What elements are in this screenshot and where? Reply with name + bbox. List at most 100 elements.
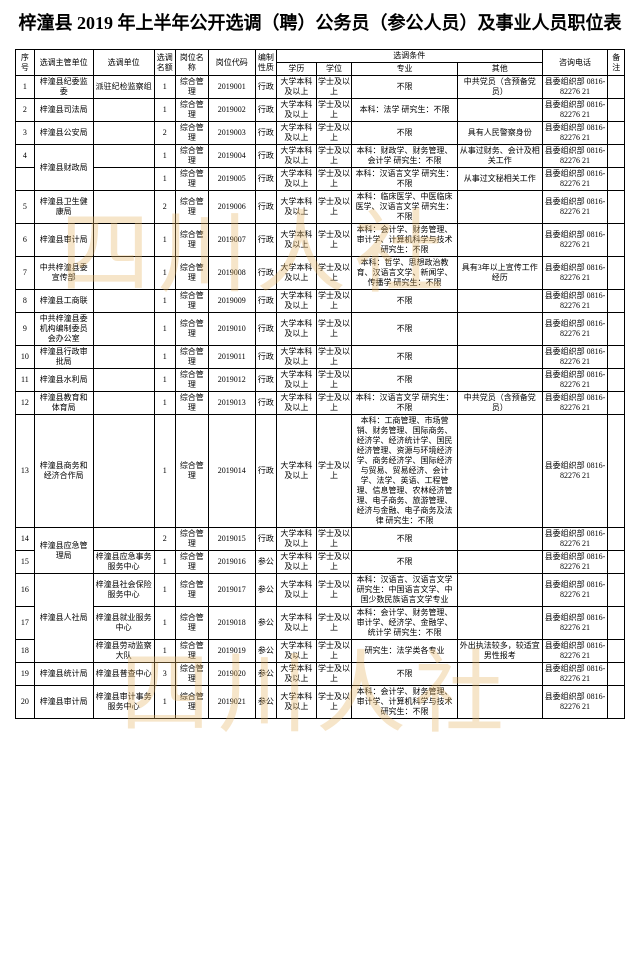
table-cell: 大学本科及以上	[276, 686, 316, 719]
table-cell: 学士及以上	[316, 574, 351, 607]
table-cell: 综合管理	[175, 145, 208, 168]
table-cell: 县委组织部 0816-82276 21	[542, 290, 608, 313]
table-cell: 12	[16, 392, 35, 415]
table-cell: 综合管理	[175, 528, 208, 551]
th-deg: 学位	[316, 63, 351, 76]
table-cell: 15	[16, 551, 35, 574]
table-row: 12梓潼县教育和体育局1综合管理2019013行政大学本科及以上学士及以上本科：…	[16, 392, 625, 415]
table-row: 14梓潼县应急管理局2综合管理2019015行政大学本科及以上学士及以上不限县委…	[16, 528, 625, 551]
table-cell: 学士及以上	[316, 313, 351, 346]
table-cell: 本科：临床医学、中医临床医学、汉语言文学 研究生：不限	[352, 191, 458, 224]
table-cell: 综合管理	[175, 392, 208, 415]
table-cell: 梓潼县卫生健康局	[34, 191, 93, 224]
table-cell: 中共梓潼县委机构编制委员会办公室	[34, 313, 93, 346]
table-cell: 18	[16, 640, 35, 663]
table-cell: 9	[16, 313, 35, 346]
table-cell	[608, 145, 625, 168]
table-row: 20梓潼县审计局梓潼县审计事务服务中心1综合管理2019021参公大学本科及以上…	[16, 686, 625, 719]
table-cell: 梓潼县人社局	[34, 574, 93, 663]
table-cell: 2019005	[208, 168, 255, 191]
table-cell: 行政	[255, 191, 276, 224]
table-cell: 2019016	[208, 551, 255, 574]
table-cell: 行政	[255, 415, 276, 528]
table-cell: 综合管理	[175, 663, 208, 686]
table-row: 16梓潼县人社局梓潼县社会保险服务中心1综合管理2019017参公大学本科及以上…	[16, 574, 625, 607]
table-cell: 学士及以上	[316, 392, 351, 415]
table-cell: 行政	[255, 346, 276, 369]
table-cell: 大学本科及以上	[276, 607, 316, 640]
th-num: 选调名额	[154, 50, 175, 76]
table-cell: 19	[16, 663, 35, 686]
table-row: 19梓潼县统计局梓潼县普查中心3综合管理2019020参公大学本科及以上学士及以…	[16, 663, 625, 686]
table-cell: 1	[154, 224, 175, 257]
table-cell	[608, 686, 625, 719]
table-cell: 本科：会计学、财务管理、审计学、计算机科学与技术 研究生：不限	[352, 224, 458, 257]
table-row: 11梓潼县水利局1综合管理2019012行政大学本科及以上学士及以上不限县委组织…	[16, 369, 625, 392]
table-cell: 本科：工商管理、市场营销、财务管理、国际商务、经济学、经济统计学、国民经济管理、…	[352, 415, 458, 528]
table-cell	[608, 191, 625, 224]
table-cell: 行政	[255, 99, 276, 122]
table-cell: 行政	[255, 528, 276, 551]
table-cell: 梓潼县财政局	[34, 145, 93, 191]
table-cell: 不限	[352, 346, 458, 369]
table-cell: 综合管理	[175, 415, 208, 528]
table-row: 18梓潼县劳动监察大队1综合管理2019019参公大学本科及以上学士及以上研究生…	[16, 640, 625, 663]
table-cell: 综合管理	[175, 257, 208, 290]
table-cell: 2	[154, 528, 175, 551]
table-cell: 本科：会计学、财务管理、审计学、计算机科学与技术 研究生：不限	[352, 686, 458, 719]
table-cell	[608, 607, 625, 640]
table-cell: 8	[16, 290, 35, 313]
table-cell: 梓潼县统计局	[34, 663, 93, 686]
table-cell: 1	[154, 346, 175, 369]
table-cell: 大学本科及以上	[276, 346, 316, 369]
table-cell: 梓潼县纪委监委	[34, 76, 93, 99]
table-cell: 2	[154, 191, 175, 224]
table-cell: 2019011	[208, 346, 255, 369]
table-cell: 本科：汉语言文学 研究生：不限	[352, 392, 458, 415]
table-cell: 1	[154, 168, 175, 191]
table-cell: 学士及以上	[316, 640, 351, 663]
table-cell: 2019017	[208, 574, 255, 607]
table-cell: 行政	[255, 392, 276, 415]
table-cell: 2019007	[208, 224, 255, 257]
table-cell: 大学本科及以上	[276, 313, 316, 346]
table-cell: 县委组织部 0816-82276 21	[542, 224, 608, 257]
table-cell: 学士及以上	[316, 686, 351, 719]
table-cell: 中共党员（含预备党员）	[457, 392, 542, 415]
table-cell	[608, 415, 625, 528]
table-cell	[608, 574, 625, 607]
table-cell	[608, 551, 625, 574]
table-cell: 外出执法较多，较适宜男性报考	[457, 640, 542, 663]
table-cell: 本科：汉语言、汉语言文学 研究生：中国语言文学、中国少数民族语言文学专业	[352, 574, 458, 607]
table-cell: 2019018	[208, 607, 255, 640]
table-cell: 梓潼县就业服务中心	[93, 607, 154, 640]
table-cell: 学士及以上	[316, 551, 351, 574]
table-cell: 大学本科及以上	[276, 145, 316, 168]
table-cell	[93, 313, 154, 346]
table-cell: 4	[16, 145, 35, 168]
table-cell: 学士及以上	[316, 122, 351, 145]
table-cell: 综合管理	[175, 686, 208, 719]
table-cell	[93, 346, 154, 369]
table-cell	[457, 663, 542, 686]
table-cell: 大学本科及以上	[276, 257, 316, 290]
table-cell: 县委组织部 0816-82276 21	[542, 607, 608, 640]
table-cell	[93, 122, 154, 145]
table-cell: 从事过文秘相关工作	[457, 168, 542, 191]
th-dept: 选调主管单位	[34, 50, 93, 76]
table-cell: 11	[16, 369, 35, 392]
table-cell: 参公	[255, 607, 276, 640]
table-cell: 行政	[255, 369, 276, 392]
table-cell	[608, 346, 625, 369]
table-cell: 1	[154, 415, 175, 528]
table-cell: 县委组织部 0816-82276 21	[542, 528, 608, 551]
table-cell: 具有人民警察身份	[457, 122, 542, 145]
table-cell: 派驻纪检监察组	[93, 76, 154, 99]
table-cell: 1	[154, 76, 175, 99]
table-cell	[457, 369, 542, 392]
table-cell: 不限	[352, 122, 458, 145]
table-cell: 学士及以上	[316, 663, 351, 686]
table-cell: 行政	[255, 122, 276, 145]
table-cell: 本科：财政学、财务管理、会计学 研究生：不限	[352, 145, 458, 168]
table-cell: 梓潼县应急管理局	[34, 528, 93, 574]
